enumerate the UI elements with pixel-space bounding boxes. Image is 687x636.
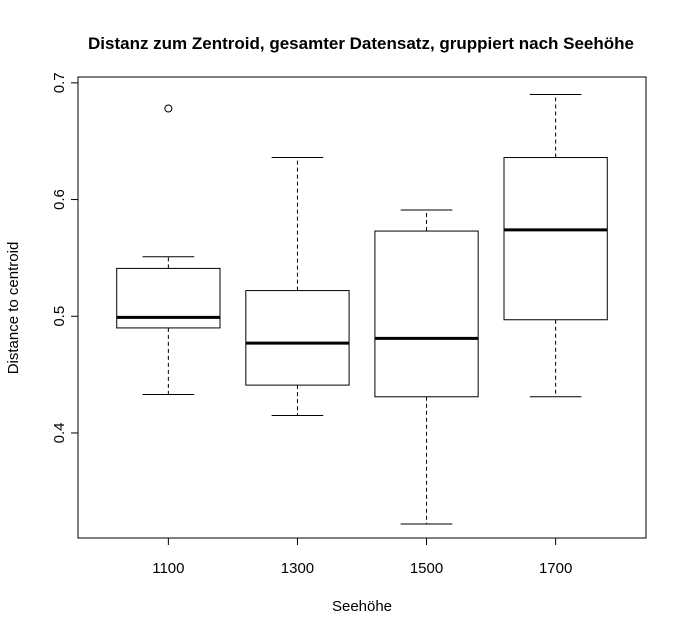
y-tick-label: 0.6	[51, 189, 68, 210]
box-1700	[503, 94, 608, 398]
x-tick-label: 1700	[539, 560, 572, 577]
x-axis-label: Seehöhe	[332, 598, 392, 615]
x-tick-label: 1100	[152, 560, 184, 577]
x-axis: 1100 1300 1500 1700	[152, 538, 572, 577]
y-axis: 0.4 0.5 0.6 0.7	[51, 72, 78, 443]
box-1500	[374, 209, 479, 525]
outlier-point	[164, 104, 173, 113]
y-tick-label: 0.5	[51, 306, 68, 327]
y-axis-label: Distance to centroid	[5, 242, 22, 375]
chart-title: Distanz zum Zentroid, gesamter Datensatz…	[88, 34, 634, 53]
y-tick-label: 0.4	[51, 423, 68, 444]
plot-frame	[77, 76, 647, 539]
boxes	[116, 94, 608, 525]
box-rect	[374, 230, 479, 398]
x-tick-label: 1300	[281, 560, 314, 577]
box-rect	[503, 157, 608, 321]
box-1100	[116, 104, 221, 395]
y-tick-label: 0.7	[51, 72, 68, 93]
x-tick-label: 1500	[410, 560, 443, 577]
box-rect	[245, 290, 350, 386]
box-rect	[116, 267, 221, 329]
box-1300	[245, 157, 350, 416]
